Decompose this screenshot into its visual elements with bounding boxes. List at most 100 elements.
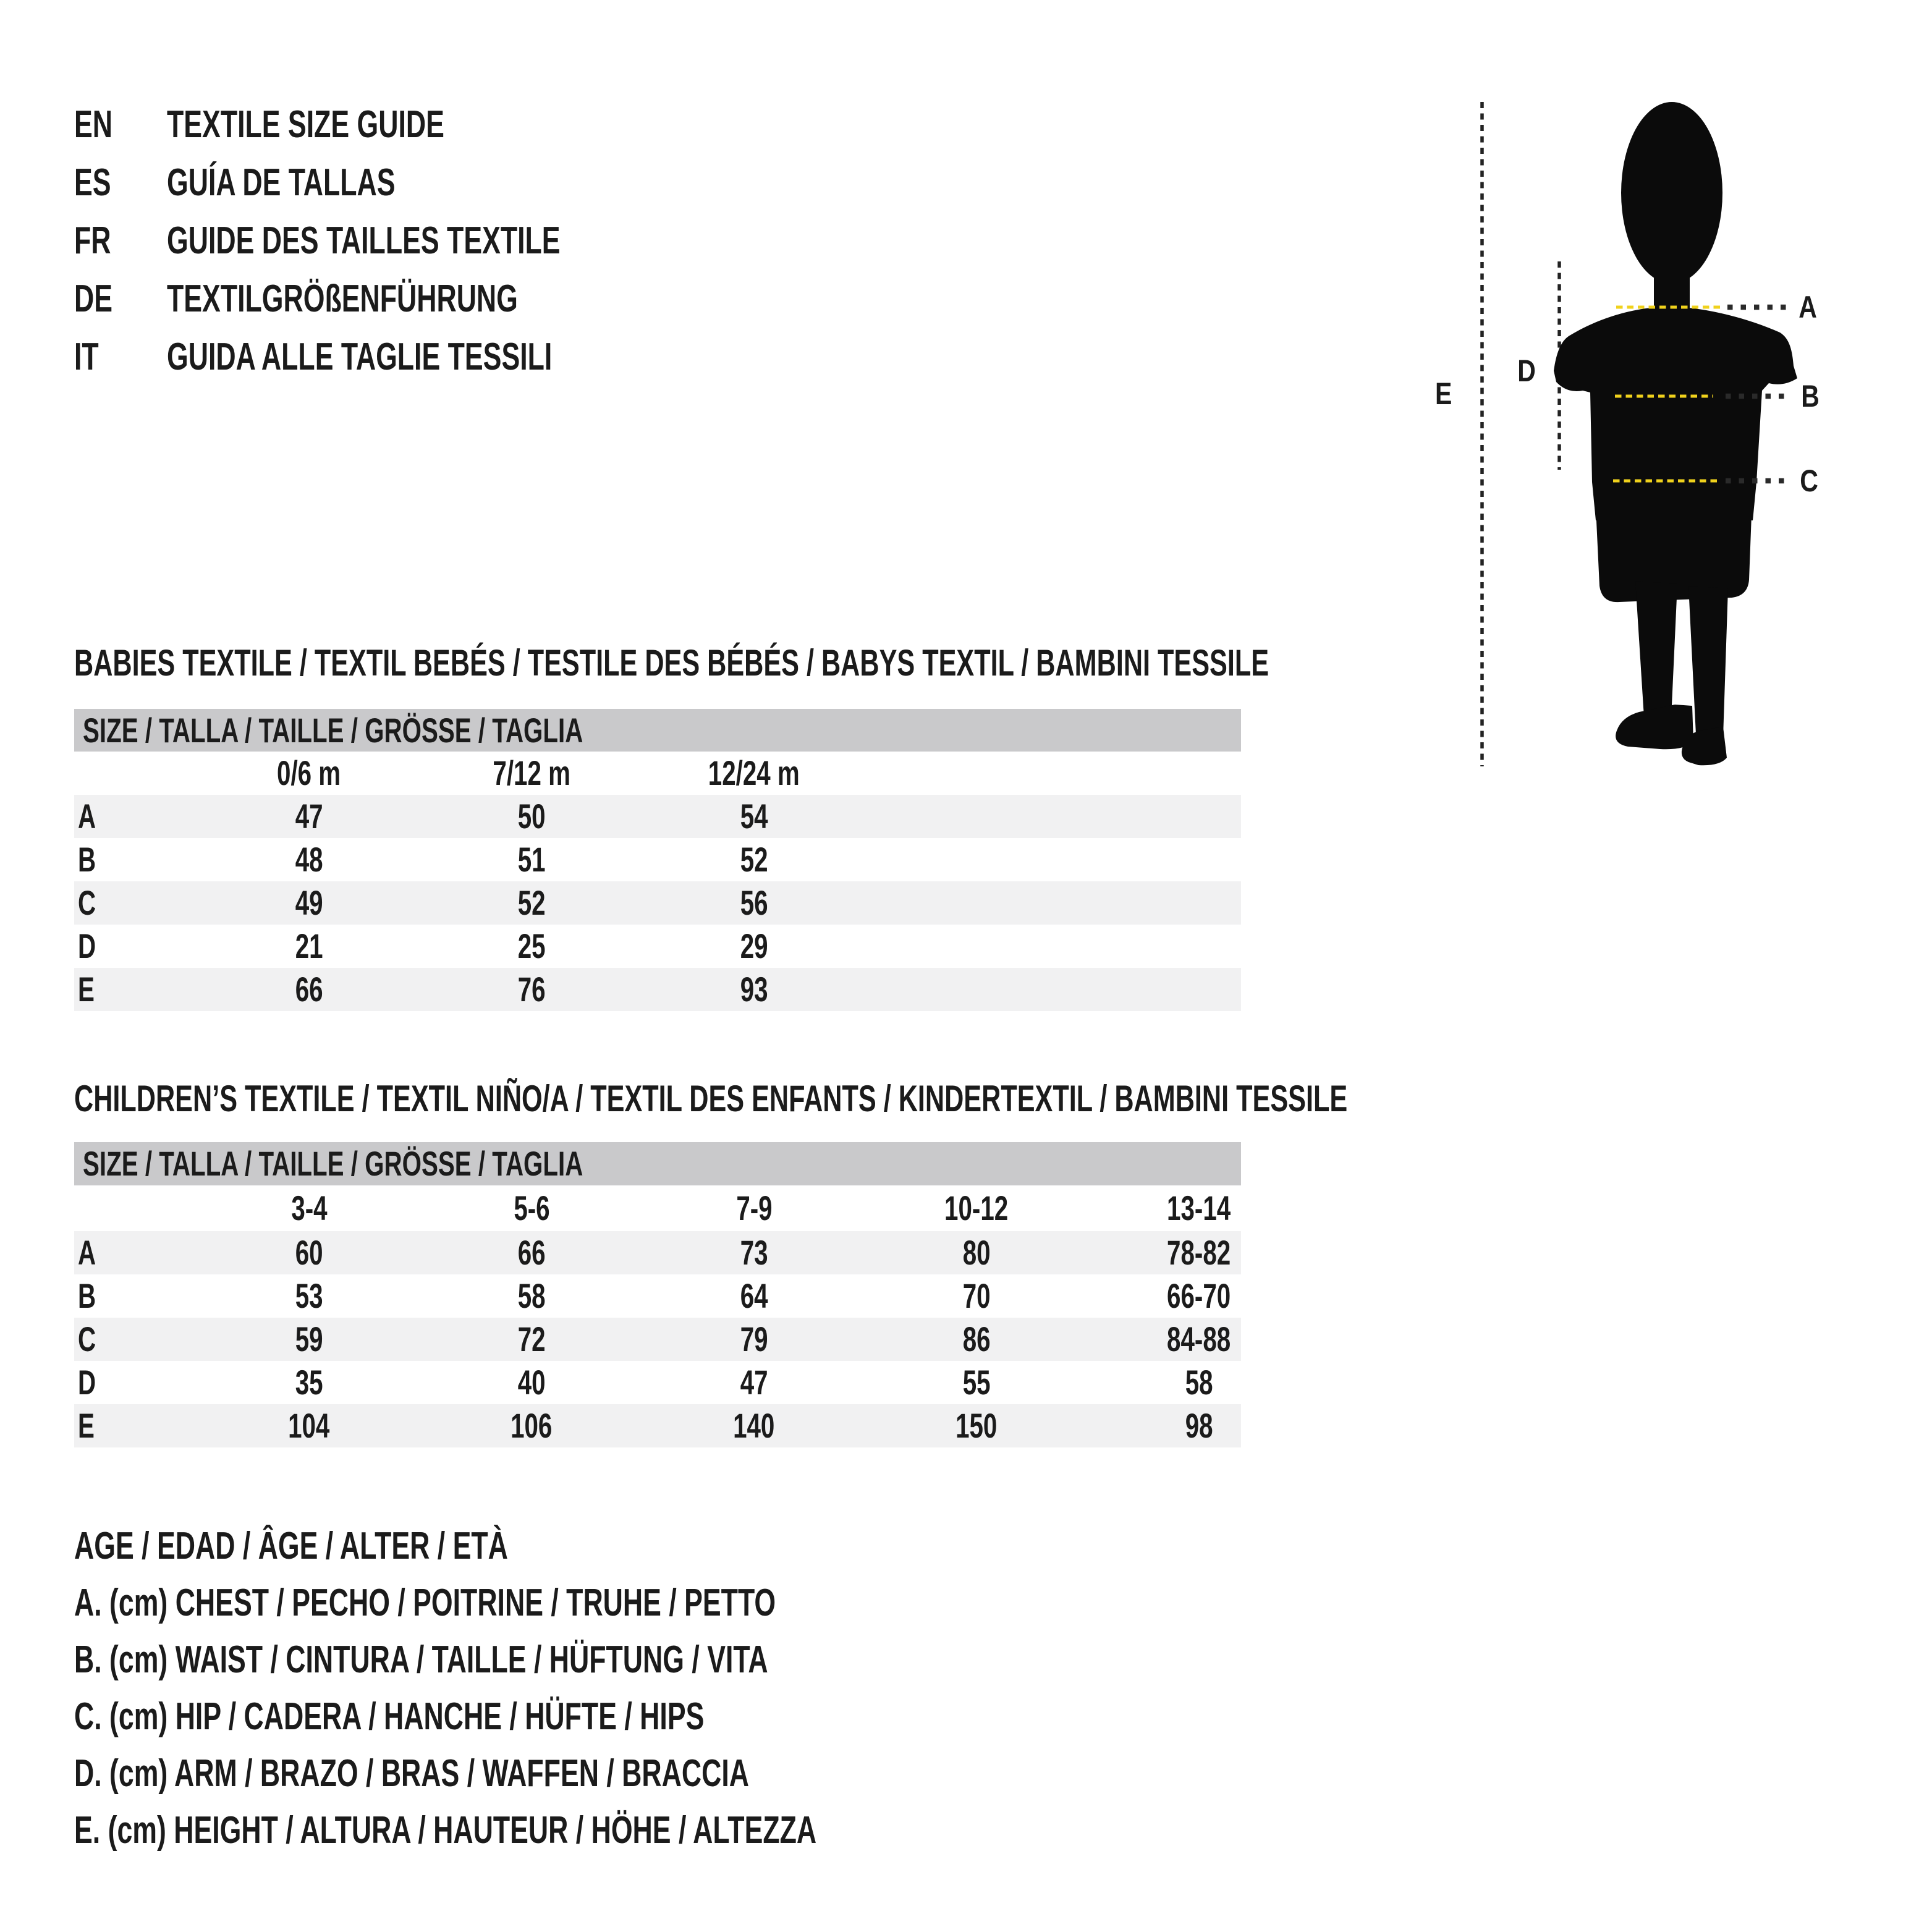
babies-column-header-row: 0/6 m 7/12 m 12/24 m bbox=[74, 752, 1241, 795]
child-silhouette bbox=[1554, 102, 1797, 766]
lang-code-fr-text: FR bbox=[74, 219, 111, 262]
babies-row-a-val-2: 54 bbox=[740, 797, 768, 836]
children-row-a-val-1: 66 bbox=[517, 1233, 546, 1272]
children-row-d-val-2: 47 bbox=[740, 1363, 768, 1402]
babies-row-c-label: C bbox=[78, 883, 96, 922]
children-row-b-val-0: 53 bbox=[295, 1276, 323, 1315]
children-row-a-val-3: 80 bbox=[962, 1233, 991, 1272]
children-row-a-label: A bbox=[78, 1233, 96, 1272]
children-row-d-val-0: 35 bbox=[295, 1363, 323, 1402]
lang-title-fr: GUIDE DES TAILLES TEXTILE bbox=[167, 219, 1403, 263]
legend-chest: A. (cm) CHEST / PECHO / POITRINE / TRUHE… bbox=[74, 1582, 776, 1624]
children-col-4: 13-14 bbox=[1167, 1188, 1231, 1227]
children-row-c-label: C bbox=[78, 1320, 96, 1358]
children-row-d-val-4: 58 bbox=[1185, 1363, 1213, 1402]
children-col-2: 7-9 bbox=[735, 1188, 773, 1227]
children-row-e: E 104 106 140 150 98 bbox=[74, 1404, 1241, 1447]
children-row-e-label: E bbox=[78, 1406, 95, 1445]
babies-row-a: A 47 50 54 bbox=[74, 795, 1241, 838]
children-row-d: D 35 40 47 55 58 bbox=[74, 1361, 1241, 1404]
lang-code-it-text: IT bbox=[74, 336, 99, 378]
children-row-c-val-4: 84-88 bbox=[1167, 1320, 1231, 1358]
babies-row-d-label: D bbox=[78, 926, 96, 965]
babies-row-d: D 21 25 29 bbox=[74, 925, 1241, 968]
lang-code-de-text: DE bbox=[74, 278, 113, 320]
children-row-b-val-3: 70 bbox=[962, 1276, 991, 1315]
children-row-b-label: B bbox=[78, 1276, 96, 1315]
lang-code-en-text: EN bbox=[74, 103, 113, 146]
babies-size-header-bar: SIZE / TALLA / TAILLE / GRÖSSE / TAGLIA bbox=[74, 709, 1241, 752]
legend-height: E. (cm) HEIGHT / ALTURA / HAUTEUR / HÖHE… bbox=[74, 1809, 817, 1852]
babies-row-c-val-1: 52 bbox=[517, 883, 546, 922]
babies-row-e: E 66 76 93 bbox=[74, 968, 1241, 1011]
babies-section-title: BABIES TEXTILE / TEXTIL BEBÉS / TESTILE … bbox=[74, 642, 1269, 684]
children-row-b-val-2: 64 bbox=[740, 1276, 768, 1315]
babies-row-e-val-2: 93 bbox=[740, 970, 768, 1009]
lang-code-de: DE bbox=[74, 278, 161, 321]
legend-waist: B. (cm) WAIST / CINTURA / TAILLE / HÜFTU… bbox=[74, 1638, 768, 1681]
lang-title-de: TEXTILGRÖßENFÜHRUNG bbox=[167, 278, 1403, 321]
child-silhouette-figure bbox=[1480, 102, 1797, 766]
lang-title-it: GUIDA ALLE TAGLIE TESSILI bbox=[167, 336, 1403, 379]
lang-title-en-text: TEXTILE SIZE GUIDE bbox=[167, 103, 444, 146]
babies-row-c-val-0: 49 bbox=[295, 883, 323, 922]
children-row-c-val-2: 79 bbox=[740, 1320, 768, 1358]
babies-row-b-label: B bbox=[78, 840, 96, 879]
babies-row-d-val-0: 21 bbox=[295, 926, 323, 965]
children-row-e-val-3: 150 bbox=[955, 1406, 998, 1445]
babies-row-b-val-2: 52 bbox=[740, 840, 768, 879]
babies-row-c-val-2: 56 bbox=[740, 883, 768, 922]
babies-row-e-label: E bbox=[78, 970, 95, 1009]
marker-label-a: A bbox=[1799, 290, 1817, 324]
children-row-e-val-2: 140 bbox=[733, 1406, 775, 1445]
children-row-b-val-4: 66-70 bbox=[1167, 1276, 1231, 1315]
legend-hip: C. (cm) HIP / CADERA / HANCHE / HÜFTE / … bbox=[74, 1695, 705, 1738]
children-size-header-bar: SIZE / TALLA / TAILLE / GRÖSSE / TAGLIA bbox=[74, 1142, 1241, 1185]
marker-label-d: D bbox=[1517, 354, 1536, 388]
marker-label-e: E bbox=[1435, 376, 1452, 411]
children-row-e-val-1: 106 bbox=[511, 1406, 553, 1445]
children-row-d-label: D bbox=[78, 1363, 96, 1402]
children-col-3: 10-12 bbox=[944, 1188, 1009, 1227]
children-row-b-val-1: 58 bbox=[517, 1276, 546, 1315]
children-row-e-val-4: 98 bbox=[1185, 1406, 1213, 1445]
babies-row-d-val-1: 25 bbox=[517, 926, 546, 965]
babies-col-1: 7/12 m bbox=[493, 753, 570, 792]
lang-code-fr: FR bbox=[74, 219, 161, 263]
children-row-c-val-0: 59 bbox=[295, 1320, 323, 1358]
lang-title-fr-text: GUIDE DES TAILLES TEXTILE bbox=[167, 219, 561, 262]
lang-title-en: TEXTILE SIZE GUIDE bbox=[167, 103, 1403, 146]
children-column-header-row: 3-4 5-6 7-9 10-12 13-14 bbox=[74, 1185, 1241, 1231]
babies-col-2: 12/24 m bbox=[708, 753, 800, 792]
children-row-e-val-0: 104 bbox=[288, 1406, 330, 1445]
marker-label-c: C bbox=[1800, 464, 1818, 498]
lang-title-de-text: TEXTILGRÖßENFÜHRUNG bbox=[167, 278, 518, 320]
babies-row-b-val-1: 51 bbox=[517, 840, 546, 879]
lang-title-it-text: GUIDA ALLE TAGLIE TESSILI bbox=[167, 336, 553, 378]
children-row-b: B 53 58 64 70 66-70 bbox=[74, 1274, 1241, 1318]
lang-title-es: GUÍA DE TALLAS bbox=[167, 161, 1403, 205]
babies-row-b-val-0: 48 bbox=[295, 840, 323, 879]
lang-title-es-text: GUÍA DE TALLAS bbox=[167, 161, 396, 204]
children-row-c: C 59 72 79 86 84-88 bbox=[74, 1318, 1241, 1361]
children-section-title: CHILDREN’S TEXTILE / TEXTIL NIÑO/A / TEX… bbox=[74, 1078, 1348, 1119]
babies-row-b: B 48 51 52 bbox=[74, 838, 1241, 881]
babies-row-e-val-0: 66 bbox=[295, 970, 323, 1009]
children-row-a-val-2: 73 bbox=[740, 1233, 768, 1272]
children-row-a: A 60 66 73 80 78-82 bbox=[74, 1231, 1241, 1274]
lang-code-it: IT bbox=[74, 336, 161, 379]
children-col-0: 3-4 bbox=[290, 1188, 328, 1227]
children-row-a-val-0: 60 bbox=[295, 1233, 323, 1272]
size-diagram: A B C D E bbox=[1409, 87, 1932, 779]
children-row-d-val-3: 55 bbox=[962, 1363, 991, 1402]
children-row-c-val-3: 86 bbox=[962, 1320, 991, 1358]
lang-code-es-text: ES bbox=[74, 161, 111, 204]
lang-code-en: EN bbox=[74, 103, 161, 146]
babies-row-e-val-1: 76 bbox=[517, 970, 546, 1009]
legend-age: AGE / EDAD / ÂGE / ALTER / ETÀ bbox=[74, 1525, 508, 1567]
babies-row-a-val-0: 47 bbox=[295, 797, 323, 836]
babies-col-0: 0/6 m bbox=[277, 753, 341, 792]
children-row-d-val-1: 40 bbox=[517, 1363, 546, 1402]
lang-code-es: ES bbox=[74, 161, 161, 205]
babies-row-c: C 49 52 56 bbox=[74, 881, 1241, 925]
